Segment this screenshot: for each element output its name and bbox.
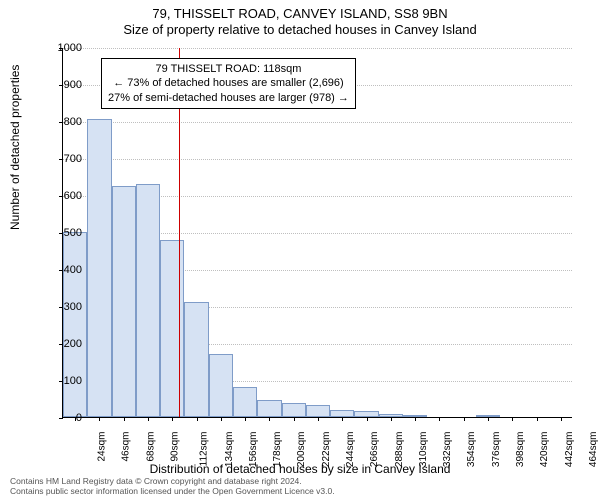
x-tick-label: 134sqm	[224, 432, 235, 468]
x-tick-mark	[148, 417, 149, 421]
chart-area: 79 THISSELT ROAD: 118sqm← 73% of detache…	[62, 48, 572, 418]
x-tick-mark	[464, 417, 465, 421]
x-tick-label: 376sqm	[491, 432, 502, 468]
x-tick-label: 420sqm	[539, 432, 550, 468]
x-tick-mark	[488, 417, 489, 421]
histogram-bar	[112, 186, 136, 417]
x-tick-label: 288sqm	[394, 432, 405, 468]
x-tick-label: 90sqm	[170, 432, 181, 462]
x-tick-label: 244sqm	[345, 432, 356, 468]
title-line1: 79, THISSELT ROAD, CANVEY ISLAND, SS8 9B…	[0, 6, 600, 22]
plot-area: 79 THISSELT ROAD: 118sqm← 73% of detache…	[62, 48, 572, 418]
x-tick-mark	[561, 417, 562, 421]
y-tick-label: 900	[42, 79, 82, 91]
footer-attribution: Contains HM Land Registry data © Crown c…	[10, 476, 335, 496]
x-tick-mark	[537, 417, 538, 421]
title-line2: Size of property relative to detached ho…	[0, 22, 600, 38]
y-tick-label: 500	[42, 227, 82, 239]
x-tick-label: 354sqm	[467, 432, 478, 468]
x-tick-label: 266sqm	[369, 432, 380, 468]
x-tick-mark	[221, 417, 222, 421]
y-tick-label: 1000	[42, 42, 82, 54]
y-tick-label: 700	[42, 153, 82, 165]
x-tick-mark	[439, 417, 440, 421]
y-tick-label: 800	[42, 116, 82, 128]
x-tick-mark	[342, 417, 343, 421]
y-tick-label: 100	[42, 375, 82, 387]
x-tick-label: 178sqm	[272, 432, 283, 468]
x-tick-label: 398sqm	[515, 432, 526, 468]
x-tick-label: 68sqm	[145, 432, 156, 462]
annotation-box: 79 THISSELT ROAD: 118sqm← 73% of detache…	[101, 58, 356, 109]
gridline	[63, 48, 572, 49]
histogram-bar	[282, 403, 306, 417]
x-tick-label: 310sqm	[418, 432, 429, 468]
x-tick-label: 200sqm	[297, 432, 308, 468]
gridline	[63, 122, 572, 123]
x-tick-mark	[269, 417, 270, 421]
y-tick-label: 600	[42, 190, 82, 202]
x-tick-label: 464sqm	[588, 432, 599, 468]
histogram-bar	[233, 387, 257, 417]
annotation-line1: 79 THISSELT ROAD: 118sqm	[108, 62, 349, 76]
y-tick-label: 200	[42, 338, 82, 350]
chart-title-block: 79, THISSELT ROAD, CANVEY ISLAND, SS8 9B…	[0, 0, 600, 39]
histogram-bar	[257, 400, 281, 417]
y-tick-label: 0	[42, 412, 82, 424]
x-tick-mark	[124, 417, 125, 421]
histogram-bar	[306, 405, 330, 417]
y-tick-label: 300	[42, 301, 82, 313]
gridline	[63, 159, 572, 160]
x-tick-label: 156sqm	[248, 432, 259, 468]
x-tick-label: 24sqm	[97, 432, 108, 462]
x-tick-mark	[391, 417, 392, 421]
annotation-line2: ← 73% of detached houses are smaller (2,…	[108, 76, 349, 90]
x-tick-label: 332sqm	[442, 432, 453, 468]
histogram-bar	[330, 410, 354, 417]
histogram-bar	[184, 302, 208, 417]
x-tick-mark	[197, 417, 198, 421]
x-tick-label: 46sqm	[121, 432, 132, 462]
x-tick-mark	[512, 417, 513, 421]
footer-line2: Contains public sector information licen…	[10, 486, 335, 496]
x-tick-mark	[367, 417, 368, 421]
x-tick-mark	[99, 417, 100, 421]
x-tick-mark	[294, 417, 295, 421]
y-axis-title: Number of detached properties	[8, 65, 22, 230]
x-tick-mark	[415, 417, 416, 421]
x-tick-label: 112sqm	[199, 432, 210, 467]
histogram-bar	[87, 119, 111, 417]
histogram-bar	[136, 184, 160, 417]
footer-line1: Contains HM Land Registry data © Crown c…	[10, 476, 335, 486]
x-tick-mark	[245, 417, 246, 421]
x-tick-label: 222sqm	[321, 432, 332, 468]
annotation-line3: 27% of semi-detached houses are larger (…	[108, 91, 349, 105]
x-tick-mark	[172, 417, 173, 421]
histogram-bar	[160, 240, 184, 417]
histogram-bar	[209, 354, 233, 417]
histogram-bar	[63, 232, 87, 417]
x-tick-mark	[318, 417, 319, 421]
y-tick-label: 400	[42, 264, 82, 276]
x-tick-label: 442sqm	[564, 432, 575, 468]
